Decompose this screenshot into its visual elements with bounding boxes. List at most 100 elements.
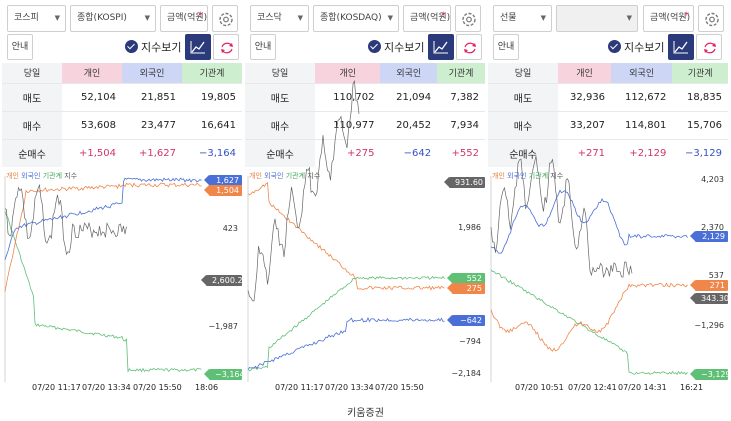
market-select[interactable]: 선물 ▼ bbox=[493, 5, 552, 32]
cell-value: 32,936 bbox=[558, 82, 612, 111]
header-today: 당일 bbox=[2, 63, 62, 83]
chart-view-button[interactable] bbox=[185, 34, 211, 60]
chevron-down-icon: ▼ bbox=[540, 14, 546, 22]
guide-button[interactable]: 안내 bbox=[250, 34, 276, 60]
header-foreign: 외국인 bbox=[611, 63, 673, 83]
row-label: 매수 bbox=[245, 110, 315, 139]
series-individual-line bbox=[4, 182, 202, 292]
row-label: 매도 bbox=[488, 82, 558, 111]
trading-table: 당일 개인 외국인 기관계 매도 110,702 21,094 7,382 매수… bbox=[245, 63, 485, 167]
x-tick: 07/20 10:51 bbox=[515, 383, 564, 392]
header-institution: 기관계 bbox=[437, 63, 485, 83]
cell-value: 7,382 bbox=[437, 82, 485, 111]
control-row: 코스닥 ▼ 종합(KOSDAQ) ▼ 금액(억원) * bbox=[245, 5, 485, 32]
row-label: 매수 bbox=[2, 110, 62, 139]
line-chart-icon bbox=[190, 41, 205, 54]
tag-institution: −3,129 bbox=[690, 369, 731, 380]
refresh-button[interactable] bbox=[456, 34, 482, 60]
cell-value: 18,835 bbox=[672, 82, 728, 111]
refresh-button[interactable] bbox=[696, 34, 722, 60]
market-select[interactable]: 코스피 ▼ bbox=[7, 5, 66, 32]
cell-value: −3,164 bbox=[182, 138, 242, 167]
settings-button[interactable] bbox=[698, 5, 724, 32]
chart-view-button[interactable] bbox=[428, 34, 454, 60]
index-toggle-checkbox[interactable] bbox=[125, 40, 138, 53]
series-index-line bbox=[490, 156, 633, 279]
series-institution-line bbox=[490, 269, 688, 376]
refresh-icon bbox=[221, 42, 233, 54]
legend-institution: 기관계 bbox=[285, 172, 306, 180]
index-select: ▼ bbox=[556, 5, 638, 32]
index-toggle-checkbox[interactable] bbox=[608, 40, 621, 53]
row-label: 매도 bbox=[2, 82, 62, 111]
market-select[interactable]: 코스닥 ▼ bbox=[250, 5, 309, 32]
table-row: 매도 110,702 21,094 7,382 bbox=[245, 82, 485, 111]
legend-foreign: 외국인 bbox=[507, 172, 527, 180]
x-tick: 07/20 14:31 bbox=[618, 383, 667, 392]
tag-index: 931.60 bbox=[444, 177, 485, 188]
trend-chart[interactable]: 개인 외국인 기관계 지수 4,203 2,370 537 −1,296 2,1… bbox=[488, 156, 731, 395]
row-label: 순매수 bbox=[245, 138, 315, 167]
tag-individual: 1,504 bbox=[204, 185, 242, 196]
y-tick: −1,987 bbox=[208, 322, 238, 331]
x-tick: 16:21 bbox=[680, 383, 704, 392]
table-row: 매도 52,104 21,851 19,805 bbox=[2, 82, 242, 111]
header-individual: 개인 bbox=[315, 63, 381, 83]
refresh-icon bbox=[464, 42, 476, 54]
cell-value: +552 bbox=[437, 138, 485, 167]
header-foreign: 외국인 bbox=[122, 63, 182, 83]
cell-value: +1,504 bbox=[62, 138, 122, 167]
unit-select[interactable]: 금액(억원) * bbox=[160, 5, 208, 32]
unit-select[interactable]: 금액(억원) * bbox=[643, 5, 694, 32]
control-row: 코스피 ▼ 종합(KOSPI) ▼ 금액(억원) * bbox=[2, 5, 242, 32]
tag-individual: 271 bbox=[690, 280, 728, 291]
legend-index: 지수 bbox=[64, 172, 78, 180]
series-institution-line bbox=[4, 211, 202, 373]
x-tick: 07/20 15:50 bbox=[375, 383, 424, 392]
y-tick: 423 bbox=[222, 224, 238, 233]
header-individual: 개인 bbox=[558, 63, 612, 83]
settings-button[interactable] bbox=[455, 5, 481, 32]
chevron-down-icon: ▼ bbox=[387, 14, 393, 22]
legend-institution: 기관계 bbox=[528, 172, 549, 180]
header-individual: 개인 bbox=[62, 63, 122, 83]
chart-view-button[interactable] bbox=[668, 34, 694, 60]
row-label: 순매수 bbox=[488, 138, 558, 167]
index-select[interactable]: 종합(KOSDAQ) ▼ bbox=[313, 5, 399, 32]
chart-canvas bbox=[247, 79, 445, 382]
cell-value: 114,801 bbox=[611, 110, 673, 139]
table-header-row: 당일 개인 외국인 기관계 bbox=[488, 63, 728, 83]
index-select[interactable]: 종합(KOSPI) ▼ bbox=[70, 5, 156, 32]
chevron-down-icon: ▼ bbox=[54, 14, 60, 22]
required-mark: * bbox=[684, 11, 690, 21]
y-tick: 537 bbox=[708, 271, 724, 280]
x-tick: 07/20 12:41 bbox=[568, 383, 617, 392]
legend-foreign: 외국인 bbox=[21, 172, 41, 180]
header-institution: 기관계 bbox=[672, 63, 728, 83]
index-toggle-label[interactable]: 지수보기 bbox=[384, 41, 425, 54]
x-tick: 07/20 11:17 bbox=[32, 383, 81, 392]
tag-foreign: −642 bbox=[447, 315, 485, 326]
settings-button[interactable] bbox=[212, 5, 238, 32]
index-toggle-label[interactable]: 지수보기 bbox=[141, 41, 182, 54]
guide-button[interactable]: 안내 bbox=[7, 34, 33, 60]
chart-legend: 개인 외국인 기관계 지수 bbox=[6, 171, 77, 181]
chevron-down-icon: ▼ bbox=[297, 14, 303, 22]
legend-individual: 개인 bbox=[6, 172, 19, 180]
x-tick: 18:06 bbox=[195, 383, 219, 392]
refresh-icon bbox=[704, 42, 716, 54]
index-toggle-label[interactable]: 지수보기 bbox=[624, 41, 665, 54]
panel-kosdaq: 코스닥 ▼ 종합(KOSDAQ) ▼ 금액(억원) * 안내 지수보기 당일 개인 외… bbox=[245, 0, 485, 395]
guide-button[interactable]: 안내 bbox=[493, 34, 519, 60]
cell-value: 33,207 bbox=[558, 110, 612, 139]
refresh-button[interactable] bbox=[213, 34, 239, 60]
index-toggle-checkbox[interactable] bbox=[368, 40, 381, 53]
legend-index: 지수 bbox=[550, 172, 564, 180]
tag-index: 343.30 bbox=[690, 293, 729, 304]
view-row: 안내 지수보기 bbox=[488, 34, 728, 60]
trend-chart[interactable]: 개인 외국인 기관계 지수 423 −1,987 1,627 1,504 2,6… bbox=[2, 170, 248, 395]
trend-chart[interactable]: 개인 외국인 기관계 지수 1,986 −794 −2,184 931.60 5… bbox=[245, 79, 485, 395]
cell-value: 20,452 bbox=[380, 110, 438, 139]
unit-select[interactable]: 금액(억원) * bbox=[403, 5, 451, 32]
tag-individual: 275 bbox=[447, 283, 485, 294]
